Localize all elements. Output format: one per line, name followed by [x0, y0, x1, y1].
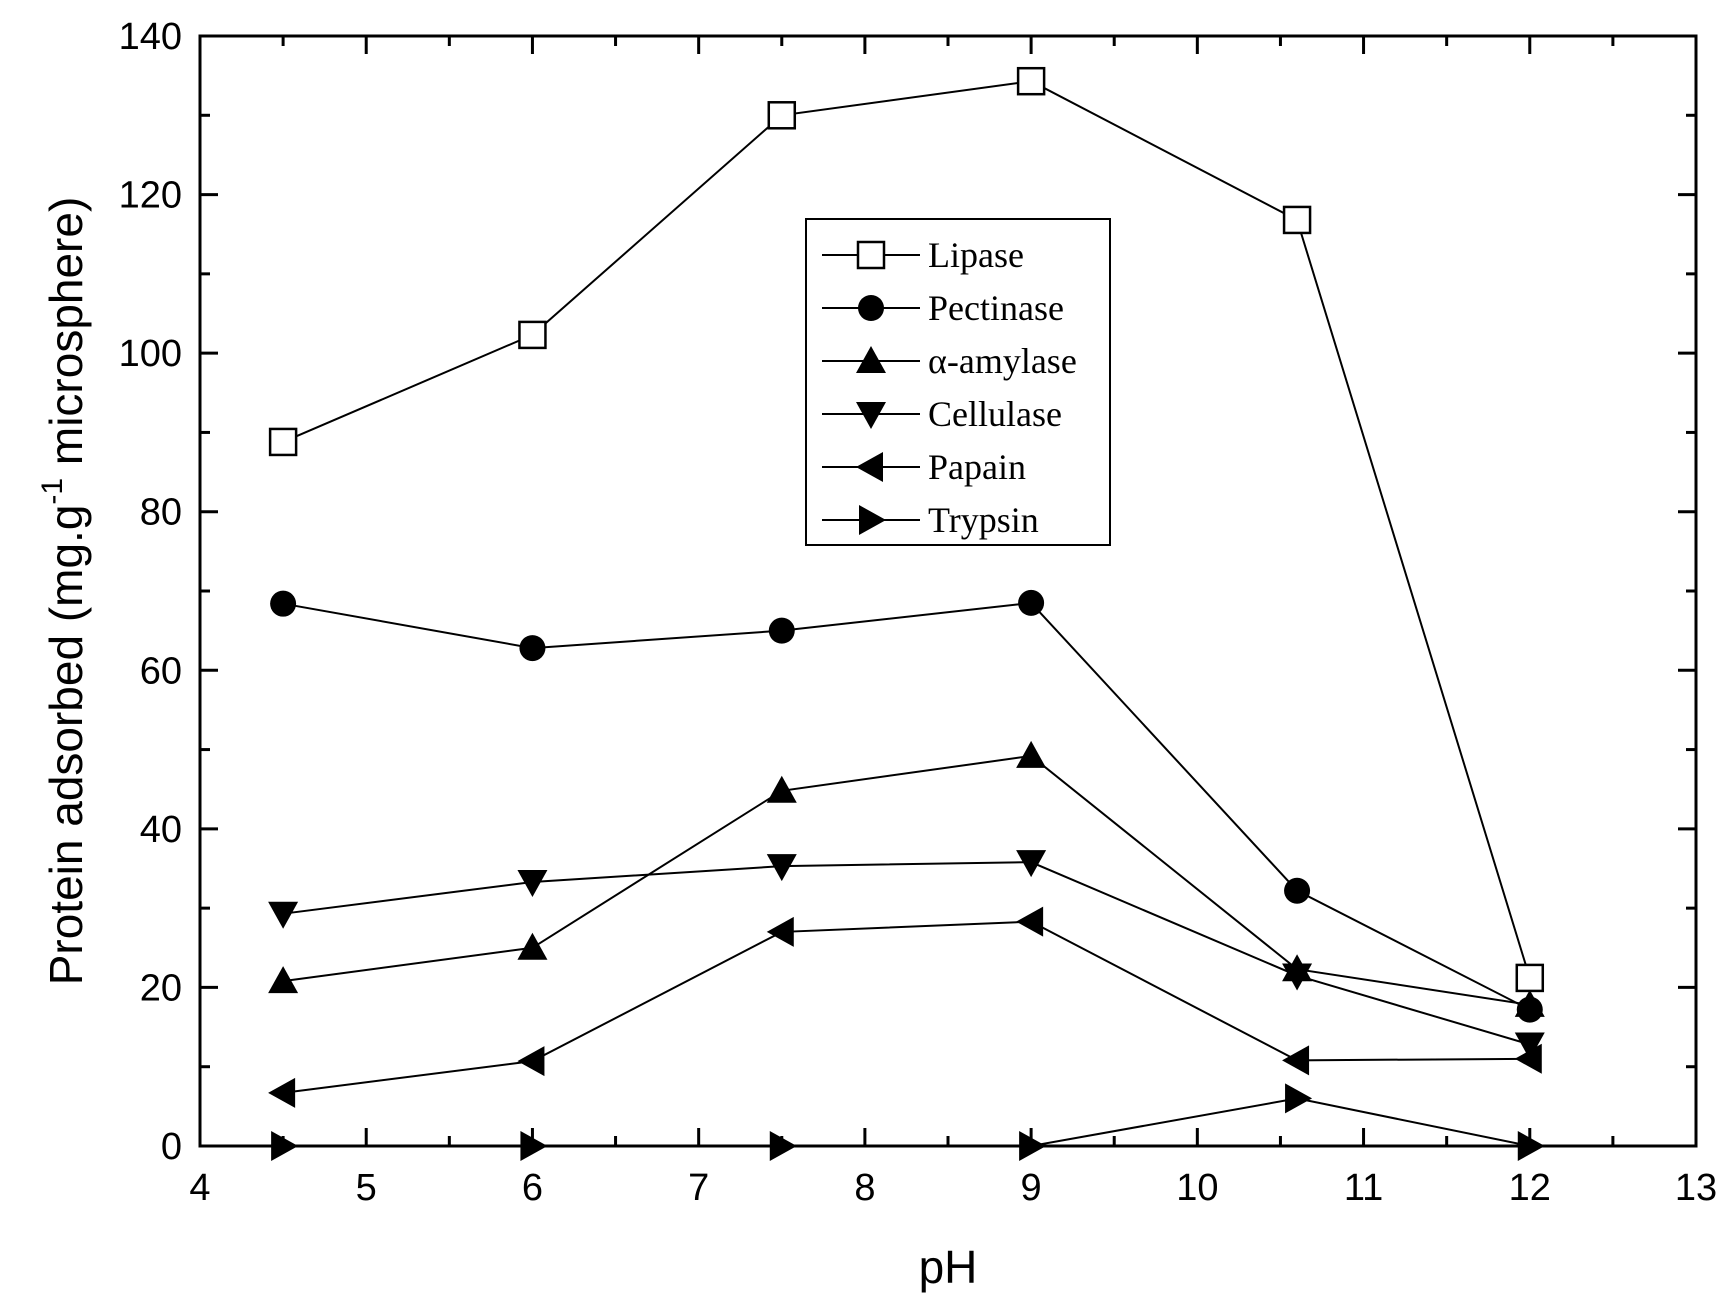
data-point-papain-2	[766, 916, 794, 947]
data-point-cellulase-5	[1514, 1032, 1545, 1060]
legend-box	[805, 218, 1111, 546]
x-tick-label-5: 5	[356, 1167, 377, 1209]
data-point-cellulase-1	[517, 869, 548, 897]
data-point-trypsin-4	[1285, 1083, 1313, 1114]
legend-label-amylase: α-amylase	[928, 341, 1077, 381]
data-point-cellulase-3	[1016, 850, 1047, 878]
data-point-cellulase-4	[1282, 963, 1313, 991]
y-tick-label-40: 40	[140, 809, 182, 851]
data-point-pectinase-2	[768, 617, 795, 644]
series-line-pectinase	[282, 601, 1531, 1011]
series-papain	[268, 906, 1542, 1108]
data-point-lipase-0	[268, 427, 298, 457]
data-point-pectinase-3	[1018, 589, 1045, 616]
data-point-cellulase-0	[268, 901, 299, 929]
data-point-trypsin-3	[1019, 1131, 1047, 1161]
legend-item-amylase: α-amylase	[822, 341, 1077, 381]
data-point-trypsin-0	[271, 1131, 299, 1161]
axis-tick-labels: 4 5 6 7 8 9 10 11 12 13 0 20 40 60 80 100 120 140	[119, 16, 1718, 1209]
series-pectinase	[270, 589, 1543, 1023]
data-point-papain-5	[1514, 1043, 1542, 1074]
data-point-papain-3	[1016, 906, 1044, 937]
legend: Lipase Pectinase α-amylase Cellulase Papain T…	[805, 218, 1111, 546]
x-tick-label-9: 9	[1021, 1167, 1042, 1209]
legend-label-lipase: Lipase	[928, 235, 1024, 275]
data-point-lipase-2	[767, 101, 797, 130]
x-axis-title: pH	[919, 1241, 978, 1293]
legend-marker-papain	[856, 452, 883, 482]
x-tick-label-4: 4	[189, 1167, 210, 1209]
legend-label-papain: Papain	[928, 447, 1026, 487]
legend-marker-pectinase	[858, 295, 884, 321]
legend-label-pectinase: Pectinase	[928, 288, 1064, 328]
series-line-amylase	[282, 754, 1530, 1006]
data-point-pectinase-4	[1284, 877, 1311, 904]
data-point-amylase-1	[517, 932, 548, 960]
data-point-pectinase-0	[270, 590, 297, 617]
data-point-amylase-3	[1016, 740, 1047, 768]
y-tick-label-20: 20	[140, 967, 182, 1009]
legend-item-cellulase: Cellulase	[822, 394, 1062, 434]
y-tick-label-100: 100	[119, 333, 182, 375]
series-trypsin	[271, 1083, 1545, 1161]
data-point-trypsin-5	[1517, 1131, 1545, 1161]
data-point-pectinase-1	[519, 635, 546, 662]
legend-label-cellulase: Cellulase	[928, 394, 1062, 434]
data-point-lipase-3	[1016, 66, 1046, 96]
legend-item-trypsin: Trypsin	[822, 500, 1039, 540]
data-point-lipase-4	[1282, 205, 1312, 235]
legend-marker-cellulase	[856, 402, 886, 429]
legend-marker-amylase	[856, 346, 886, 373]
data-point-papain-4	[1282, 1045, 1310, 1076]
y-tick-label-0: 0	[161, 1126, 182, 1168]
x-tick-label-10: 10	[1176, 1167, 1218, 1209]
data-point-trypsin-2	[769, 1131, 797, 1161]
legend-marker-lipase	[856, 240, 886, 270]
legend-item-papain: Papain	[822, 447, 1026, 487]
x-tick-label-12: 12	[1509, 1167, 1551, 1209]
y-tick-label-80: 80	[140, 492, 182, 534]
data-point-amylase-0	[268, 966, 299, 994]
x-tick-label-11: 11	[1344, 1167, 1383, 1209]
data-point-papain-1	[517, 1046, 545, 1077]
series-lipase	[268, 66, 1545, 993]
y-axis-title-suffix: microsphere)	[40, 197, 92, 478]
series-cellulase	[268, 850, 1545, 1060]
y-axis-title-main: Protein adsorbed (mg.g	[40, 505, 92, 986]
data-point-amylase-5	[1514, 989, 1545, 1017]
y-tick-label-140: 140	[119, 16, 182, 58]
y-tick-label-60: 60	[140, 650, 182, 692]
axis-ticks	[198, 34, 1698, 1148]
y-axis-title: Protein adsorbed (mg.g-1 microsphere)	[36, 197, 92, 986]
legend-label-trypsin: Trypsin	[928, 500, 1039, 540]
x-tick-label-6: 6	[522, 1167, 543, 1209]
data-point-lipase-1	[518, 320, 547, 350]
legend-marker-trypsin	[859, 505, 886, 535]
legend-item-lipase: Lipase	[822, 235, 1024, 275]
y-axis-title-superscript: -1	[36, 478, 69, 505]
series-amylase	[268, 740, 1545, 1017]
legend-item-pectinase: Pectinase	[822, 288, 1064, 328]
x-tick-label-8: 8	[854, 1167, 875, 1209]
data-point-trypsin-1	[520, 1131, 548, 1161]
x-tick-label-13: 13	[1675, 1167, 1717, 1209]
series-line-trypsin	[283, 1097, 1530, 1147]
y-tick-label-120: 120	[119, 175, 182, 217]
data-point-papain-0	[268, 1077, 296, 1108]
series-layer	[268, 66, 1545, 1161]
series-line-lipase	[282, 80, 1531, 979]
data-point-lipase-5	[1515, 963, 1545, 993]
series-line-cellulase	[282, 861, 1531, 1046]
data-point-amylase-2	[766, 775, 797, 803]
data-point-cellulase-2	[766, 854, 797, 882]
legend-items: Lipase Pectinase α-amylase Cellulase Papain T…	[822, 235, 1077, 540]
x-tick-label-7: 7	[688, 1167, 709, 1209]
series-line-papain	[282, 920, 1530, 1094]
